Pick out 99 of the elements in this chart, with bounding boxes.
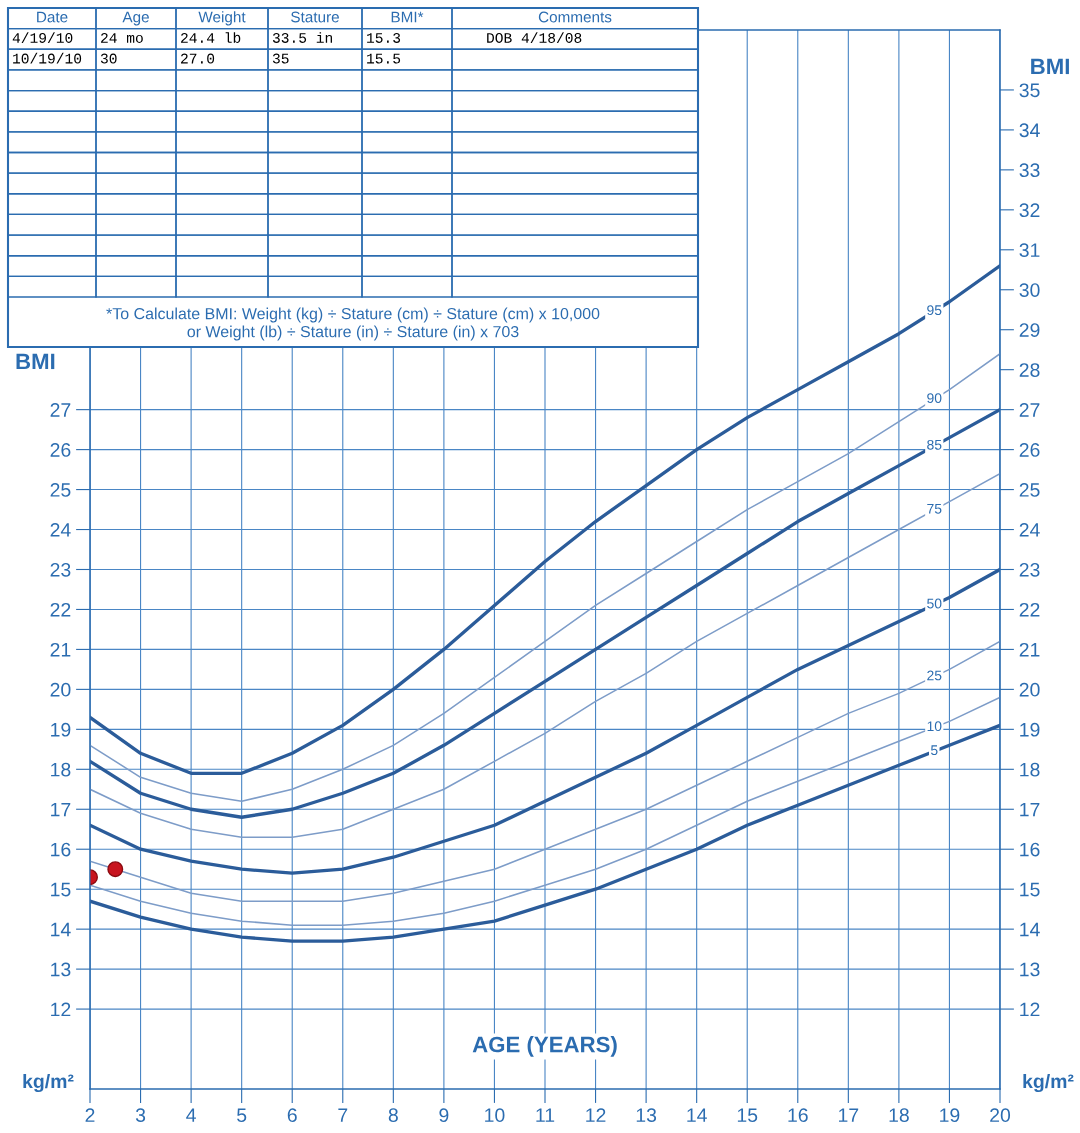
y2-tick-label: 33: [1019, 163, 1040, 178]
y2-tick-label: 12: [1020, 1002, 1040, 1017]
y2-tick-label: 17: [1020, 802, 1040, 817]
series-label: 10: [927, 721, 942, 732]
y2-tick-label: 18: [1020, 762, 1040, 777]
text: kg/m²: [23, 1073, 74, 1093]
line-series: [90, 264, 1000, 775]
text: Date: [37, 11, 68, 23]
annotation: or Weight (lb) ÷ Stature (in) ÷ Stature (in) x 703: [187, 325, 519, 341]
y-tick-label: 25: [50, 483, 71, 497]
annotation: 24 mo: [101, 32, 143, 43]
y-tick-label: 18: [51, 762, 71, 777]
y-axis-title: BMI: [16, 353, 55, 370]
y-tick-label: 23: [50, 562, 71, 577]
x-tick-label: 3: [135, 1108, 146, 1123]
x-tick-label: 9: [439, 1108, 449, 1123]
y2-tick-label: 32: [1019, 203, 1040, 218]
y2-tick-label: 15: [1020, 882, 1040, 897]
y2-tick-label: 29: [1019, 323, 1040, 337]
x-axis-title: AGE (YEARS): [472, 1036, 617, 1057]
series-label: 85: [927, 439, 942, 450]
y2-tick-label: 26: [1019, 443, 1040, 457]
x-tick-label: 13: [636, 1108, 657, 1123]
text: BMI*: [391, 11, 424, 23]
series-label: 75: [927, 503, 942, 514]
x-tick-label: 15: [737, 1108, 758, 1123]
y-tick-label: 26: [50, 443, 71, 457]
y2-tick-label: 21: [1019, 642, 1040, 657]
y2-tick-label: 31: [1019, 243, 1040, 258]
y-tick-label: 12: [51, 1002, 71, 1017]
x-tick-label: 12: [586, 1108, 606, 1122]
y-tick-label: 22: [50, 602, 71, 617]
text: 10/19/10: [13, 52, 82, 64]
text: Stature: [291, 11, 339, 23]
y2-tick-label: 34: [1019, 123, 1040, 138]
y-tick-label: 17: [51, 802, 71, 817]
x-tick-label: 4: [186, 1108, 196, 1122]
x-tick-label: 2: [85, 1108, 95, 1122]
y2-tick-label: 24: [1019, 523, 1040, 537]
y2-tick-label: 16: [1020, 842, 1040, 857]
text: kg/m²: [1023, 1073, 1074, 1093]
series-label: 50: [927, 598, 942, 609]
x-tick-label: 6: [287, 1108, 297, 1123]
line-series: [90, 696, 1000, 926]
annotation: 15.3: [367, 32, 401, 43]
annotation: *To Calculate BMI: Weight (kg) ÷ Stature (cm) ÷ Stature (cm) x 10,000: [106, 307, 600, 323]
y-tick-label: 14: [51, 922, 71, 937]
y2-tick-label: 27: [1019, 403, 1040, 417]
series-label: 25: [927, 670, 942, 681]
text: Comments: [538, 11, 612, 23]
y2-tick-label: 14: [1020, 922, 1040, 937]
x-tick-label: 8: [388, 1108, 398, 1123]
text: Weight: [198, 11, 246, 26]
x-tick-label: 10: [485, 1108, 505, 1123]
y2-tick-label: 13: [1020, 962, 1040, 977]
y-tick-label: 16: [51, 842, 71, 857]
annotation: 33.5 in: [272, 32, 332, 43]
line-series: [90, 723, 1000, 943]
x-tick-label: 11: [536, 1108, 555, 1122]
x-tick-label: 20: [990, 1108, 1011, 1123]
annotation: DOB 4/18/08: [487, 32, 582, 43]
y2-tick-label: 30: [1019, 283, 1040, 297]
series-label: 90: [927, 393, 942, 403]
series-label: 95: [927, 305, 942, 316]
line-series: [90, 407, 1000, 819]
y-tick-label: 24: [50, 523, 71, 537]
y2-tick-label: 35: [1019, 83, 1040, 98]
y-tick-label: 20: [50, 682, 71, 697]
y2-tick-label: 20: [1019, 682, 1040, 697]
text: Age: [122, 11, 149, 26]
y2-axis-title: BMI: [1031, 58, 1069, 75]
x-tick-label: 18: [889, 1108, 909, 1123]
series-label: 5: [930, 745, 938, 756]
x-tick-label: 5: [237, 1108, 247, 1123]
y-tick-label: 13: [51, 962, 71, 977]
y2-tick-label: 25: [1019, 483, 1040, 497]
y-tick-label: 15: [51, 882, 71, 897]
line-series: [90, 352, 1000, 803]
x-tick-label: 7: [338, 1108, 348, 1122]
annotation: 30: [100, 53, 117, 64]
line-series: [90, 472, 1000, 839]
y2-tick-label: 28: [1019, 363, 1040, 377]
line-series: [90, 640, 1000, 902]
line-series: [90, 567, 1000, 875]
x-tick-label: 19: [940, 1108, 960, 1123]
y2-tick-label: 23: [1019, 562, 1040, 577]
annotation: 24.4 lb: [181, 32, 241, 43]
y2-tick-label: 19: [1020, 722, 1040, 737]
y-tick-label: 19: [51, 722, 71, 737]
text: 4/19/10: [12, 32, 73, 43]
y2-tick-label: 22: [1019, 602, 1040, 617]
y-tick-label: 21: [50, 642, 71, 657]
x-tick-label: 16: [788, 1108, 808, 1123]
y-tick-label: 27: [50, 403, 71, 417]
annotation: 35: [272, 53, 289, 64]
annotation: 27.0: [181, 53, 215, 64]
x-tick-label: 14: [687, 1108, 707, 1122]
x-tick-label: 17: [839, 1108, 859, 1122]
annotation: 15.5: [367, 53, 401, 64]
